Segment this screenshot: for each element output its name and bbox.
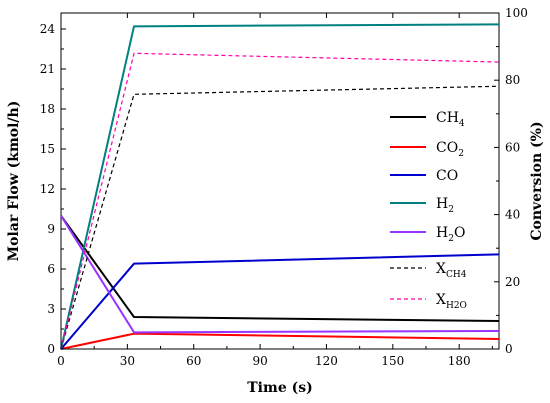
y2-tick-label: 0 xyxy=(505,342,513,356)
legend-label: CO2 xyxy=(436,140,464,159)
y-tick-label: 24 xyxy=(40,22,56,36)
x-tick-label: 0 xyxy=(57,354,65,368)
y2-tick-label: 40 xyxy=(505,208,520,222)
x-tick-label: 180 xyxy=(448,354,471,368)
x-tick-label: 120 xyxy=(315,354,338,368)
series-line-h2o xyxy=(60,215,500,334)
series-line-h2 xyxy=(60,23,500,350)
legend-label: XH2O xyxy=(436,292,467,311)
y-tick-label: 6 xyxy=(47,262,55,276)
series-line-xh2o xyxy=(60,52,500,350)
y-tick-label: 21 xyxy=(40,62,55,76)
y2-axis-title: Conversion (%) xyxy=(529,121,545,240)
series-line-ch4 xyxy=(60,215,500,322)
legend-label: XCH4 xyxy=(436,261,467,280)
legend-label: H2 xyxy=(436,196,454,215)
y-axis-title: Molar Flow (kmol/h) xyxy=(6,101,22,262)
series-line-co xyxy=(60,253,500,350)
plot-frame xyxy=(60,12,500,350)
y2-tick-label: 80 xyxy=(505,73,520,87)
y-tick-label: 3 xyxy=(47,302,55,316)
tick-layer: 0 30 60 90 120 150 180 0 3 6 9 12 15 18 21 24 0 20 40 60 80 1… xyxy=(40,6,528,368)
legend-label: CH4 xyxy=(436,110,465,129)
x-tick-label: 30 xyxy=(120,354,135,368)
x-axis-title: Time (s) xyxy=(247,380,312,396)
y2-tick-label: 100 xyxy=(505,6,528,20)
y-tick-label: 12 xyxy=(40,182,55,196)
y-tick-label: 0 xyxy=(47,342,55,356)
x-tick-label: 90 xyxy=(252,354,267,368)
legend-label: CO xyxy=(436,168,458,184)
legend: CH4 CO2 CO H2 H2O XCH4 XH2O xyxy=(390,110,467,311)
legend-label: H2O xyxy=(436,225,465,244)
x-tick-label: 150 xyxy=(381,354,404,368)
series-line-co2 xyxy=(60,332,500,350)
series-layer xyxy=(60,23,500,350)
y-tick-label: 15 xyxy=(40,142,55,156)
x-tick-label: 60 xyxy=(186,354,201,368)
y2-tick-label: 60 xyxy=(505,140,520,154)
y-tick-label: 18 xyxy=(40,102,55,116)
plot-area xyxy=(60,12,500,350)
y-tick-label: 9 xyxy=(47,222,55,236)
y2-tick-label: 20 xyxy=(505,275,520,289)
series-line-xch4 xyxy=(60,85,500,350)
